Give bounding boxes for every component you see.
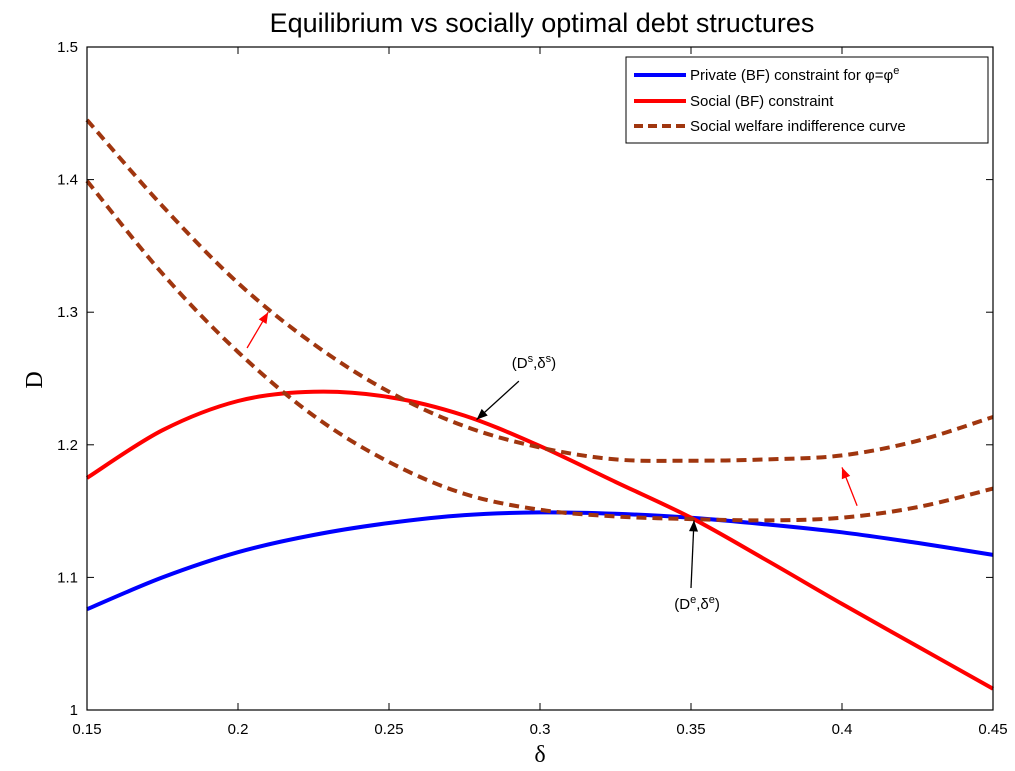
- y-tick-label: 1.2: [57, 437, 78, 454]
- axis-ticks: 0.15 0.2 0.25 0.3 0.35 0.4 0.45 1 1.1 1.2 1.3 1.4 1.…: [57, 39, 1007, 738]
- legend-label-private: Private (BF) constraint for φ=φe: [690, 65, 899, 84]
- y-tick-label: 1.1: [57, 569, 78, 586]
- legend-label-social: Social (BF) constraint: [690, 93, 834, 110]
- annotation-equilibrium: (De,δe): [674, 594, 720, 613]
- x-tick-label: 0.15: [72, 721, 101, 738]
- annotation-layer: (Ds,δs) (De,δe): [512, 353, 720, 613]
- series-line-0: [86, 510, 994, 612]
- series-layer: [85, 118, 994, 691]
- annotation-social-optimum: (Ds,δs): [512, 353, 556, 372]
- series-line-3: [85, 179, 994, 523]
- chart-title: Equilibrium vs socially optimal debt str…: [270, 8, 815, 38]
- y-tick-label: 1.4: [57, 172, 78, 189]
- legend: Private (BF) constraint for φ=φe Social …: [625, 56, 989, 144]
- y-tick-label: 1: [70, 702, 78, 719]
- series-line-2: [85, 118, 994, 463]
- x-axis-label: δ: [534, 742, 545, 768]
- x-tick-label: 0.2: [228, 721, 249, 738]
- legend-box: [625, 56, 989, 144]
- direction-arrow-1: [841, 467, 858, 507]
- annotation-arrow-social-optimum: [476, 380, 520, 421]
- x-tick-label: 0.25: [374, 721, 403, 738]
- x-tick-label: 0.35: [676, 721, 705, 738]
- annotation-arrow-equilibrium: [689, 520, 699, 589]
- x-tick-label: 0.4: [832, 721, 853, 738]
- legend-label-welfare: Social welfare indifference curve: [690, 118, 906, 135]
- y-tick-label: 1.3: [57, 304, 78, 321]
- series-line-1: [85, 389, 994, 691]
- y-axis-label: D: [22, 371, 48, 388]
- y-tick-label: 1.5: [57, 39, 78, 56]
- arrow-layer: [246, 311, 858, 589]
- x-tick-label: 0.45: [978, 721, 1007, 738]
- x-tick-label: 0.3: [530, 721, 551, 738]
- direction-arrow-0: [246, 311, 269, 349]
